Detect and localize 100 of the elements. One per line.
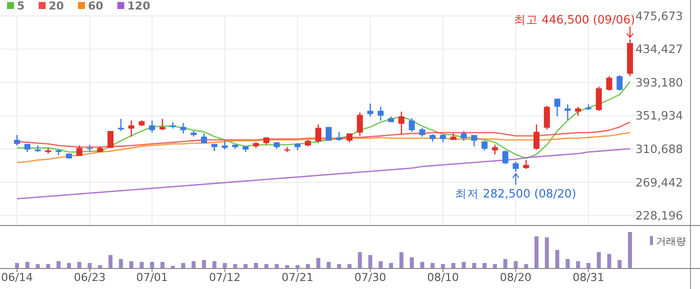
bar	[88, 262, 92, 268]
candlestick	[533, 124, 540, 150]
candlestick	[606, 76, 612, 92]
bar	[586, 262, 590, 268]
bar	[244, 264, 248, 268]
bar	[98, 265, 102, 268]
x-tick-label: 08/10	[427, 271, 459, 284]
bar	[306, 264, 310, 268]
bar	[503, 259, 508, 268]
bar	[150, 262, 154, 268]
bar	[358, 252, 362, 268]
bar	[285, 265, 290, 268]
line-series	[16, 81, 631, 160]
bar	[399, 252, 404, 268]
candlestick	[398, 111, 404, 135]
bar	[524, 264, 528, 268]
bar	[212, 261, 216, 268]
bar	[192, 261, 196, 268]
x-tick-label: 08/20	[500, 271, 532, 284]
candlestick	[356, 112, 363, 136]
bar	[462, 262, 466, 268]
bar	[492, 264, 497, 268]
bar	[140, 262, 144, 268]
bar	[326, 262, 331, 268]
candlestick	[460, 130, 467, 142]
x-tick-label: 06/14	[1, 271, 33, 284]
bar	[202, 260, 206, 268]
annotation: 최저 282,500 (08/20)	[455, 186, 576, 201]
candlestick	[544, 105, 550, 130]
bar	[607, 254, 612, 268]
x-tick-label: 08/31	[572, 271, 604, 284]
candlestick	[34, 144, 41, 153]
candlestick	[482, 140, 488, 151]
bar	[378, 261, 383, 268]
bar	[66, 262, 71, 268]
y-tick-label: 310,688	[635, 142, 683, 156]
candlestick	[315, 124, 322, 144]
bar	[274, 264, 279, 268]
legend-label: 5	[17, 0, 25, 12]
legend-label: 거래량	[656, 236, 686, 248]
candlestick	[492, 144, 498, 155]
bar	[451, 262, 456, 268]
x-tick-label: 07/30	[354, 271, 386, 284]
bar	[440, 264, 445, 268]
candlestick	[554, 98, 560, 118]
candlestick	[14, 134, 20, 146]
bar	[576, 261, 580, 268]
bar	[534, 236, 538, 268]
legend-label: 60	[88, 0, 104, 12]
bar	[46, 264, 50, 268]
annotation: 최고 446,500 (09/06)	[514, 12, 635, 26]
bar	[264, 264, 268, 268]
candlestick	[222, 140, 228, 150]
candlestick	[596, 86, 602, 112]
bar	[482, 262, 487, 268]
bar	[368, 255, 372, 268]
candlestick	[512, 161, 519, 172]
legend-label: 20	[48, 0, 64, 12]
candlestick	[128, 120, 134, 138]
x-tick-label: 06/23	[74, 271, 106, 284]
bar	[254, 262, 258, 268]
bar	[222, 262, 227, 268]
candlestick	[86, 144, 93, 153]
candlestick	[378, 106, 384, 122]
candlestick	[180, 122, 186, 134]
bar	[628, 232, 632, 268]
y-tick-label: 228,196	[635, 208, 683, 223]
candlestick	[149, 120, 156, 134]
candlestick	[367, 102, 374, 118]
candlestick	[159, 118, 166, 131]
bar	[514, 261, 518, 268]
line-series	[16, 148, 631, 200]
x-tick-label: 07/21	[282, 271, 314, 284]
candlestick	[118, 118, 124, 132]
bar	[160, 262, 164, 268]
bar	[25, 262, 30, 268]
y-tick-label: 351,934	[635, 108, 683, 123]
candlestick	[564, 104, 571, 120]
bar	[108, 255, 113, 268]
legend-label: 120	[127, 0, 151, 12]
bar	[420, 262, 424, 268]
bar	[118, 259, 123, 268]
candlestick	[502, 150, 508, 165]
bar	[618, 260, 622, 268]
candlestick	[408, 117, 415, 132]
bar	[181, 262, 186, 268]
bar	[410, 257, 414, 268]
candlestick	[471, 134, 478, 147]
bar	[77, 262, 82, 268]
bar	[36, 264, 40, 268]
bar	[472, 262, 476, 268]
bar	[566, 259, 570, 268]
y-tick-label: 393,180	[635, 75, 683, 90]
bar	[316, 258, 320, 268]
bar	[296, 265, 300, 268]
bar	[15, 262, 19, 268]
bar	[129, 261, 134, 268]
bar	[389, 262, 394, 268]
bar	[233, 264, 238, 268]
y-tick-label: 434,427	[635, 42, 683, 56]
